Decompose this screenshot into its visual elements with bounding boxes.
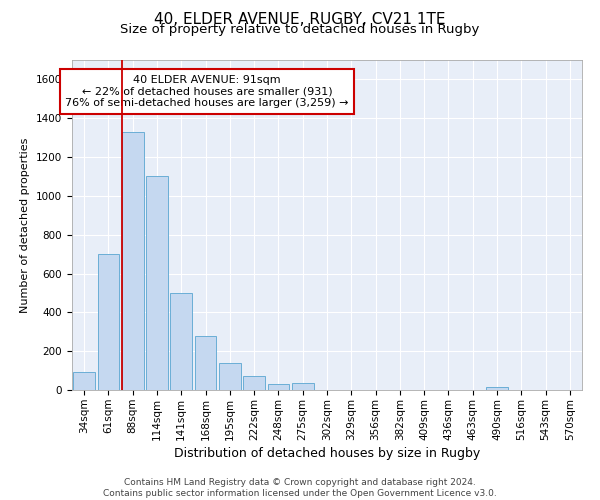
Bar — [268, 384, 289, 390]
Text: Contains HM Land Registry data © Crown copyright and database right 2024.
Contai: Contains HM Land Registry data © Crown c… — [103, 478, 497, 498]
Text: Size of property relative to detached houses in Rugby: Size of property relative to detached ho… — [121, 22, 479, 36]
Bar — [122, 132, 143, 390]
Y-axis label: Number of detached properties: Number of detached properties — [20, 138, 31, 312]
Bar — [170, 293, 192, 390]
Bar — [219, 363, 241, 390]
Text: 40, ELDER AVENUE, RUGBY, CV21 1TE: 40, ELDER AVENUE, RUGBY, CV21 1TE — [154, 12, 446, 28]
Bar — [97, 254, 119, 390]
Bar — [73, 372, 95, 390]
Bar — [146, 176, 168, 390]
Bar — [292, 383, 314, 390]
Bar — [486, 387, 508, 390]
Bar — [194, 336, 217, 390]
X-axis label: Distribution of detached houses by size in Rugby: Distribution of detached houses by size … — [174, 446, 480, 460]
Bar — [243, 376, 265, 390]
Text: 40 ELDER AVENUE: 91sqm
← 22% of detached houses are smaller (931)
76% of semi-de: 40 ELDER AVENUE: 91sqm ← 22% of detached… — [65, 74, 349, 108]
